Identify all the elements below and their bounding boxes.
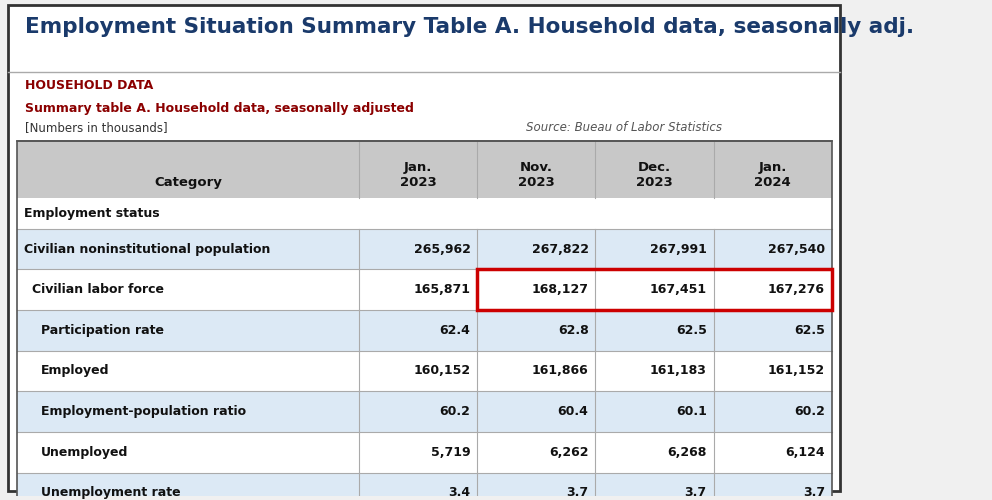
Bar	[17, 142, 831, 198]
Text: Nov.
2023: Nov. 2023	[518, 162, 555, 190]
Text: 60.2: 60.2	[439, 405, 470, 418]
Text: 6,124: 6,124	[786, 446, 825, 459]
Text: 60.2: 60.2	[794, 405, 825, 418]
Text: 62.4: 62.4	[439, 324, 470, 337]
Text: Participation rate: Participation rate	[41, 324, 164, 337]
Text: Employment Situation Summary Table A. Household data, seasonally adj.: Employment Situation Summary Table A. Ho…	[26, 18, 915, 38]
Text: 267,540: 267,540	[768, 242, 825, 256]
Text: 3.7: 3.7	[803, 486, 825, 500]
Bar	[17, 198, 831, 228]
Bar	[17, 310, 831, 350]
Text: 60.4: 60.4	[558, 405, 588, 418]
Text: Employment status: Employment status	[24, 207, 160, 220]
Bar	[17, 228, 831, 270]
Bar	[17, 142, 831, 500]
Bar	[477, 270, 831, 310]
Text: Civilian labor force: Civilian labor force	[33, 283, 165, 296]
Text: HOUSEHOLD DATA: HOUSEHOLD DATA	[26, 80, 154, 92]
Text: 161,866: 161,866	[532, 364, 588, 378]
Bar	[17, 270, 831, 310]
Text: Employed: Employed	[41, 364, 109, 378]
Text: Civilian noninstitutional population: Civilian noninstitutional population	[24, 242, 270, 256]
Text: 3.7: 3.7	[684, 486, 706, 500]
Text: Jan.
2023: Jan. 2023	[400, 162, 436, 190]
Bar	[17, 472, 831, 500]
Text: 265,962: 265,962	[414, 242, 470, 256]
Text: 160,152: 160,152	[414, 364, 470, 378]
Text: 267,822: 267,822	[532, 242, 588, 256]
Text: 161,152: 161,152	[768, 364, 825, 378]
Text: 62.8: 62.8	[558, 324, 588, 337]
Text: 167,276: 167,276	[768, 283, 825, 296]
Text: 167,451: 167,451	[650, 283, 706, 296]
Text: 3.4: 3.4	[448, 486, 470, 500]
Text: 161,183: 161,183	[650, 364, 706, 378]
Text: Employment-population ratio: Employment-population ratio	[41, 405, 246, 418]
Text: Unemployed: Unemployed	[41, 446, 128, 459]
Text: 267,991: 267,991	[650, 242, 706, 256]
Text: 6,262: 6,262	[550, 446, 588, 459]
Text: Unemployment rate: Unemployment rate	[41, 486, 181, 500]
Text: 60.1: 60.1	[676, 405, 706, 418]
Text: Source: Bueau of Labor Statistics: Source: Bueau of Labor Statistics	[526, 122, 722, 134]
Text: 3.7: 3.7	[566, 486, 588, 500]
Text: Jan.
2024: Jan. 2024	[754, 162, 791, 190]
Bar	[17, 350, 831, 392]
Bar	[17, 432, 831, 472]
Bar	[17, 392, 831, 432]
Text: 5,719: 5,719	[431, 446, 470, 459]
Text: Dec.
2023: Dec. 2023	[636, 162, 673, 190]
Text: 6,268: 6,268	[668, 446, 706, 459]
Text: 62.5: 62.5	[794, 324, 825, 337]
Text: [Numbers in thousands]: [Numbers in thousands]	[26, 122, 168, 134]
Text: Category: Category	[154, 176, 222, 190]
Text: 62.5: 62.5	[676, 324, 706, 337]
Text: 168,127: 168,127	[532, 283, 588, 296]
Text: Summary table A. Household data, seasonally adjusted: Summary table A. Household data, seasona…	[26, 102, 415, 114]
Text: 165,871: 165,871	[414, 283, 470, 296]
